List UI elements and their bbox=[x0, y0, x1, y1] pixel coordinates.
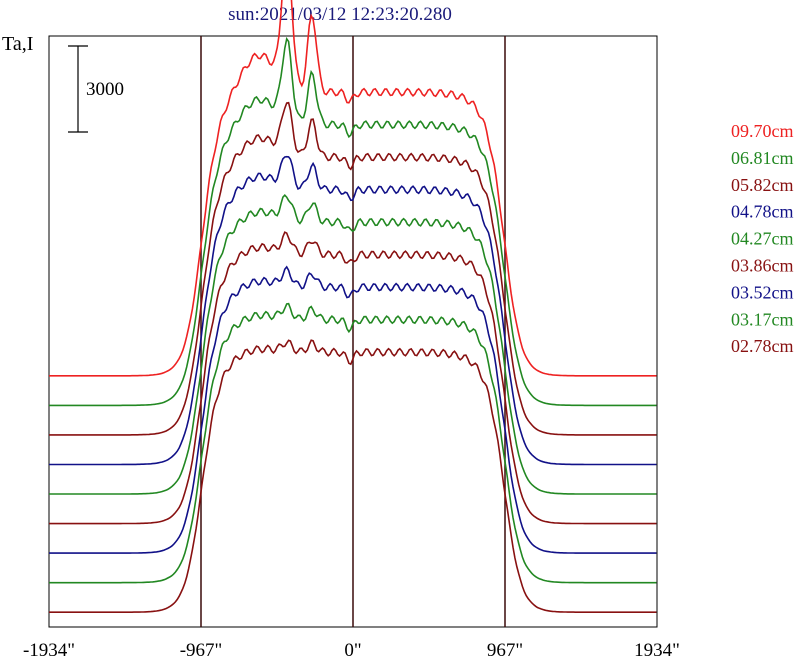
legend-item: 04.78cm bbox=[731, 202, 794, 222]
x-tick-label: 1934" bbox=[634, 640, 680, 661]
legend-item: 06.81cm bbox=[731, 148, 794, 168]
chart-title: sun:2021/03/12 12:23:20.280 bbox=[228, 4, 452, 25]
legend-item: 03.52cm bbox=[731, 282, 794, 302]
scale-bar-label: 3000 bbox=[86, 79, 124, 100]
x-tick-label: -967" bbox=[180, 640, 223, 661]
series-line-09-70cm bbox=[49, 0, 657, 377]
series-line-05-82cm bbox=[49, 101, 657, 436]
x-tick-label: 967" bbox=[487, 640, 523, 661]
series-line-06-81cm bbox=[49, 36, 657, 407]
y-axis-label: Ta,I bbox=[2, 33, 33, 55]
series-line-04-78cm bbox=[49, 155, 657, 466]
legend-item: 03.86cm bbox=[731, 256, 794, 276]
legend: 09.70cm 06.81cm 05.82cm 04.78cm 04.27cm 03.86… bbox=[731, 121, 794, 356]
legend-item: 05.82cm bbox=[731, 175, 794, 195]
series-line-03-17cm bbox=[49, 302, 657, 584]
legend-item: 09.70cm bbox=[731, 121, 794, 141]
series-line-03-86cm bbox=[49, 231, 657, 525]
legend-item: 02.78cm bbox=[731, 336, 794, 356]
series-line-03-52cm bbox=[49, 265, 657, 554]
legend-item: 03.17cm bbox=[731, 309, 794, 329]
x-tick-label: -1934" bbox=[23, 640, 75, 661]
legend-item: 04.27cm bbox=[731, 229, 794, 249]
x-tick-label: 0" bbox=[344, 640, 361, 661]
scale-bar: 3000 bbox=[68, 45, 124, 133]
series-line-04-27cm bbox=[49, 194, 657, 495]
x-tick-labels: -1934" -967" 0" 967" 1934" bbox=[23, 640, 680, 661]
reference-lines bbox=[200, 36, 506, 627]
series-line-02-78cm bbox=[49, 339, 657, 613]
series-lines bbox=[49, 0, 657, 613]
